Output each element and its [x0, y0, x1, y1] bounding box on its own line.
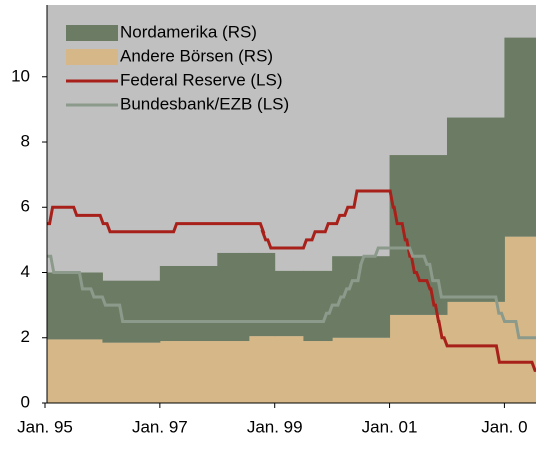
- area-segment: [504, 37, 536, 237]
- y-tick-label: 8: [21, 132, 30, 151]
- area-segment: [332, 337, 391, 403]
- legend-swatch: [66, 49, 118, 65]
- area-segment: [102, 280, 161, 343]
- legend-label: Nordamerika (RS): [120, 22, 257, 41]
- y-tick-label: 6: [21, 197, 30, 216]
- legend-label: Bundesbank/EZB (LS): [120, 94, 289, 113]
- area-segment: [446, 117, 505, 302]
- x-tick-label: Jan. 95: [17, 417, 73, 436]
- x-tick-label: Jan. 97: [132, 417, 188, 436]
- y-tick-label: 0: [21, 392, 30, 411]
- area-segment: [504, 236, 536, 403]
- area-segment: [303, 270, 333, 342]
- line-series: [47, 246, 536, 340]
- area-segment: [217, 252, 250, 342]
- area-segment: [159, 341, 218, 403]
- area-segment: [274, 270, 304, 337]
- line-series: [47, 189, 536, 372]
- area-segment: [102, 342, 161, 403]
- legend-label: Federal Reserve (LS): [120, 70, 283, 89]
- area-segment: [446, 301, 505, 403]
- y-tick-label: 10: [11, 66, 30, 85]
- area-segment: [47, 339, 103, 403]
- area-segment: [248, 252, 276, 337]
- area-segment: [303, 341, 333, 403]
- area-segment: [389, 155, 448, 315]
- area-segment: [217, 341, 250, 403]
- x-tick-label: Jan. 01: [362, 417, 418, 436]
- area-segment: [159, 265, 218, 342]
- legend-swatch: [66, 25, 118, 41]
- y-tick-label: 4: [21, 262, 30, 281]
- area-segment: [47, 272, 103, 340]
- y-tick-label: 2: [21, 327, 30, 346]
- legend-label: Andere Börsen (RS): [120, 46, 273, 65]
- area-segment: [274, 336, 304, 403]
- area-segment: [389, 314, 448, 403]
- x-tick-label: Jan. 99: [247, 417, 303, 436]
- area-segment: [248, 336, 276, 403]
- x-tick-label: Jan. 0: [481, 417, 527, 436]
